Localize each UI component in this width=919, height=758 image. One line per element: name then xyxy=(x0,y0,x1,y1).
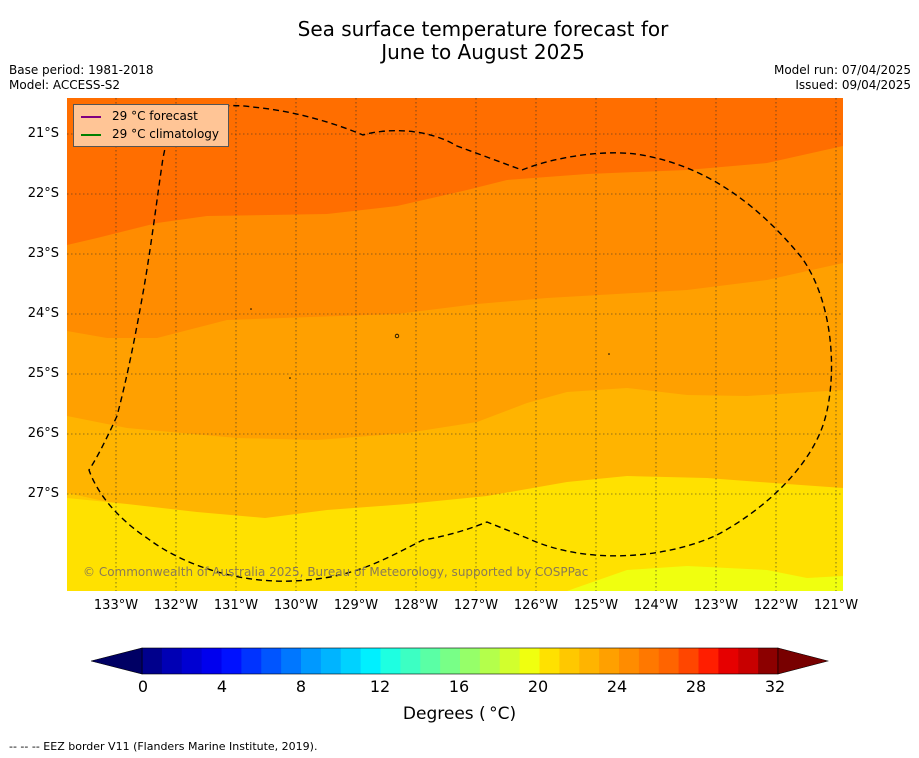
colorbar-cell xyxy=(718,648,739,674)
colorbar-cell xyxy=(758,648,779,674)
colorbar-tick: 8 xyxy=(295,677,307,696)
base-period: Base period: 1981-2018 xyxy=(9,63,154,77)
colorbar-cell xyxy=(559,648,580,674)
legend-swatch-climatology xyxy=(81,134,101,136)
sst-map-canvas xyxy=(67,98,843,591)
colorbar-cell xyxy=(181,648,203,674)
colorbar-cell xyxy=(360,648,381,674)
band-22 xyxy=(567,566,843,591)
colorbar-cells xyxy=(141,647,779,675)
model-name: Model: ACCESS-S2 xyxy=(9,78,121,92)
meta-right: Model run: 07/04/2025 Issued: 09/04/2025 xyxy=(774,63,911,93)
colorbar-cell xyxy=(658,648,680,674)
title-line-1: Sea surface temperature forecast for xyxy=(297,17,669,41)
colorbar-cell xyxy=(400,648,421,674)
colorbar-cell xyxy=(201,648,222,674)
colorbar-cell xyxy=(221,648,242,674)
colorbar-cell xyxy=(519,648,540,674)
colorbar-cell xyxy=(301,648,322,674)
lon-label: 128°W xyxy=(393,598,439,613)
colorbar-under-arrow xyxy=(91,647,143,675)
copyright-notice: © Commonwealth of Australia 2025, Bureau… xyxy=(83,565,589,579)
colorbar-label: Degrees ( °C) xyxy=(402,704,517,724)
island-marker xyxy=(250,308,252,310)
colorbar-tick: 20 xyxy=(527,677,549,696)
colorbar-cell xyxy=(161,648,183,674)
colorbar-tick: 0 xyxy=(137,677,149,696)
lon-label: 130°W xyxy=(273,598,319,613)
colorbar xyxy=(91,647,829,675)
colorbar-cell xyxy=(638,648,660,674)
colorbar-cell xyxy=(340,648,362,674)
lat-label: 27°S xyxy=(27,486,59,501)
map-title: Sea surface temperature forecast for Jun… xyxy=(0,18,919,64)
meta-left: Base period: 1981-2018 Model: ACCESS-S2 xyxy=(9,63,154,93)
lon-label: 122°W xyxy=(753,598,799,613)
colorbar-cell xyxy=(142,648,163,674)
lat-label: 24°S xyxy=(27,306,59,321)
colorbar-cell xyxy=(320,648,342,674)
lat-label: 26°S xyxy=(27,426,59,441)
colorbar-cell xyxy=(460,648,481,674)
lon-label: 131°W xyxy=(213,598,259,613)
lat-label: 22°S xyxy=(27,186,59,201)
colorbar-tick: 32 xyxy=(764,677,786,696)
lon-label: 132°W xyxy=(153,598,199,613)
colorbar-cell xyxy=(499,648,521,674)
lon-label: 127°W xyxy=(453,598,499,613)
map-legend: 29 °C forecast 29 °C climatology xyxy=(73,104,229,147)
colorbar-cell xyxy=(599,648,620,674)
lat-label: 21°S xyxy=(27,126,59,141)
colorbar-cell xyxy=(579,648,600,674)
lon-label: 126°W xyxy=(513,598,559,613)
colorbar-cell xyxy=(261,648,282,674)
legend-swatch-forecast xyxy=(81,116,101,118)
colorbar-cell xyxy=(380,648,401,674)
legend-label-climatology: 29 °C climatology xyxy=(112,127,220,141)
colorbar-cell xyxy=(698,648,719,674)
colorbar-tick: 24 xyxy=(606,677,628,696)
colorbar-tick: 12 xyxy=(369,677,391,696)
island-marker xyxy=(608,353,610,355)
issued-date: Issued: 09/04/2025 xyxy=(795,78,911,92)
model-run: Model run: 07/04/2025 xyxy=(773,63,911,77)
lat-label: 25°S xyxy=(27,366,59,381)
lon-label: 123°W xyxy=(693,598,739,613)
colorbar-cell xyxy=(738,648,759,674)
colorbar-cell xyxy=(678,648,699,674)
colorbar-tick: 4 xyxy=(216,677,228,696)
lon-label: 129°W xyxy=(333,598,379,613)
colorbar-cell xyxy=(281,648,302,674)
title-line-2: June to August 2025 xyxy=(381,40,585,64)
lon-label: 125°W xyxy=(573,598,619,613)
colorbar-tick: 16 xyxy=(448,677,470,696)
colorbar-tick: 28 xyxy=(685,677,707,696)
colorbar-cell xyxy=(241,648,262,674)
colorbar-over-arrow xyxy=(777,647,829,675)
eez-footnote: -- -- -- EEZ border V11 (Flanders Marine… xyxy=(9,740,318,753)
eez-border xyxy=(88,104,833,582)
colorbar-cell xyxy=(539,648,560,674)
island-marker xyxy=(289,377,291,379)
sst-map xyxy=(67,98,843,591)
lon-label: 133°W xyxy=(93,598,139,613)
island-marker xyxy=(394,333,400,339)
colorbar-cell xyxy=(440,648,461,674)
band-24 xyxy=(67,476,843,591)
legend-label-forecast: 29 °C forecast xyxy=(112,109,198,123)
colorbar-cell xyxy=(420,648,441,674)
lon-label: 121°W xyxy=(813,598,859,613)
colorbar-cell xyxy=(619,648,640,674)
colorbar-cell xyxy=(479,648,501,674)
lon-label: 124°W xyxy=(633,598,679,613)
lat-label: 23°S xyxy=(27,246,59,261)
